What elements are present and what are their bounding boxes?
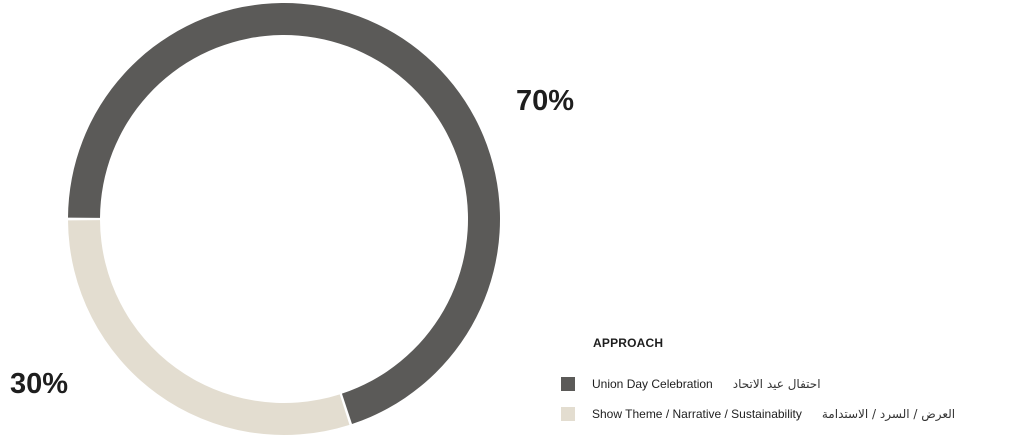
legend-swatch-show-theme: [561, 407, 575, 421]
donut-slice-1: [68, 220, 350, 435]
legend: APPROACH Union Day Celebration احتفال عي…: [561, 336, 1026, 436]
legend-label-ar-show-theme: العرض / السرد / الاستدامة: [821, 407, 956, 421]
legend-item-show-theme: Show Theme / Narrative / Sustainability …: [561, 406, 1026, 422]
legend-item-union-day: Union Day Celebration احتفال عيد الاتحاد: [561, 376, 1026, 392]
legend-label-union-day: Union Day Celebration: [592, 377, 713, 391]
legend-label-ar-union-day: احتفال عيد الاتحاد: [732, 377, 821, 391]
slice-value-label-show-theme: 30%: [10, 368, 69, 400]
legend-title: APPROACH: [593, 336, 664, 350]
legend-label-show-theme: Show Theme / Narrative / Sustainability: [592, 407, 802, 421]
slice-value-label-union-day: 70%: [516, 85, 575, 117]
legend-swatch-union-day: [561, 377, 575, 391]
